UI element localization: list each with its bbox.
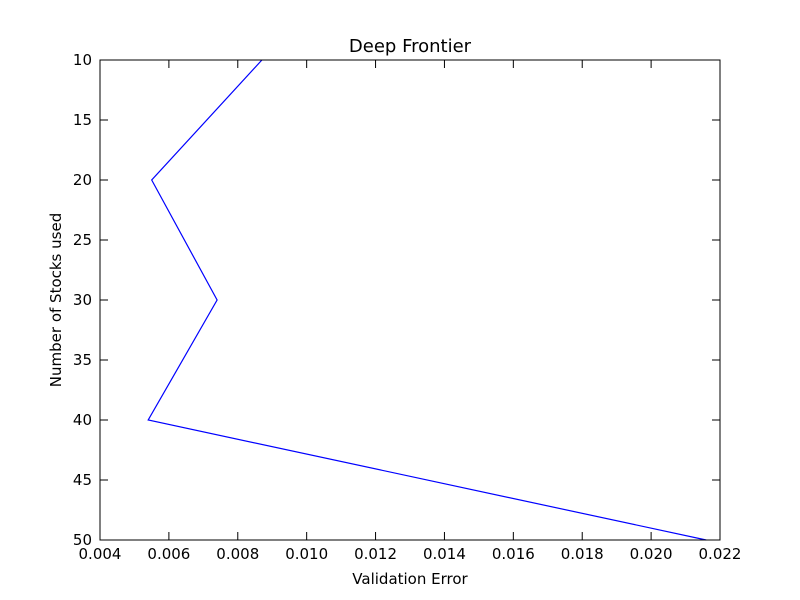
x-tick-label: 0.010 <box>285 545 328 563</box>
plot-frame <box>99 59 721 541</box>
y-tick-label: 45 <box>73 471 92 489</box>
series-line-0 <box>147 59 707 541</box>
plot-area: 0.004 0.006 0.008 0.010 0.012 0.014 0.016 0.018… <box>73 51 742 563</box>
x-tick-label: 0.014 <box>423 545 466 563</box>
y-tick-label: 15 <box>73 111 92 129</box>
y-tick-label: 25 <box>73 231 92 249</box>
x-axis-label: Validation Error <box>352 570 468 588</box>
y-axis-label: Number of Stocks used <box>47 213 65 387</box>
y-tick-label: 10 <box>73 51 92 69</box>
y-tick-label: 20 <box>73 171 92 189</box>
x-tick-label: 0.008 <box>216 545 259 563</box>
x-tick-label: 0.012 <box>354 545 397 563</box>
y-tick-label: 50 <box>73 531 92 549</box>
y-tick-label: 30 <box>73 291 92 309</box>
y-tick-label: 40 <box>73 411 92 429</box>
x-tick-label: 0.018 <box>561 545 604 563</box>
x-tick-label: 0.020 <box>630 545 673 563</box>
x-tick-label: 0.016 <box>492 545 535 563</box>
x-tick-label: 0.004 <box>79 545 122 563</box>
chart-title: Deep Frontier <box>349 36 472 57</box>
y-tick-label: 35 <box>73 351 92 369</box>
x-tick-label: 0.006 <box>147 545 190 563</box>
x-tick-label: 0.022 <box>699 545 742 563</box>
